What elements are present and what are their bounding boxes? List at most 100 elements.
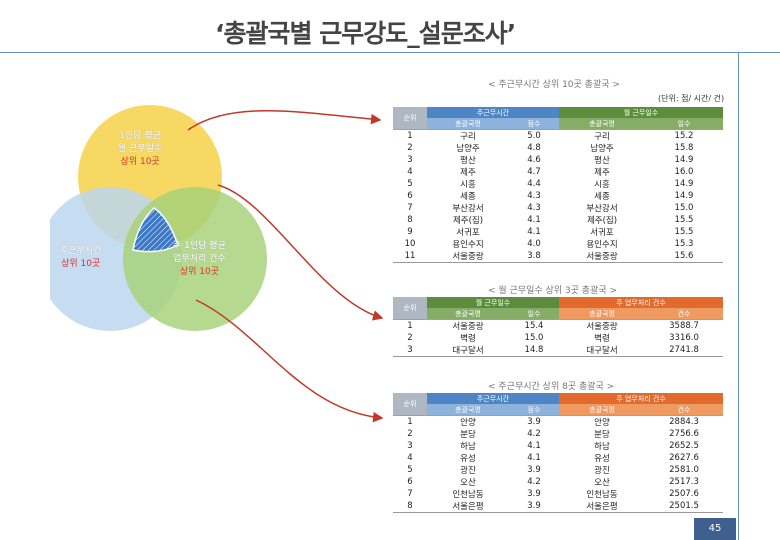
office-name-cell: 서울은평 [559,500,645,513]
office-name-cell: 남양주 [590,144,614,154]
office-name-cell: 서귀포 [590,228,614,238]
table-row: 7 부산강서 4.3 부산강서 15.0 [393,202,723,214]
table-row: 3 하남 4.1 하남 2652.5 [393,440,723,452]
table3-rank-header: 순위 [393,393,427,416]
venn-green-label: 주 1인당 평균 업무처리 건수 상위 10곳 [173,241,226,277]
value-cell: 14.9 [674,179,694,189]
office-name-cell: 제주(집) [586,216,618,226]
value-cell: 2741.8 [645,344,723,357]
table3-section-title: < 주근무시간 상위 8곳 총괄국 > [488,382,615,392]
arrow-to-table3 [195,299,384,423]
venn-yellow-label: 1인당 평균 월 근무일수 상위 10곳 [118,131,163,167]
value-cell: 15.4 [509,319,559,332]
value-cell: 2756.6 [669,429,699,439]
office-name-cell: 서울중랑 [427,319,509,332]
table-row: 8 서울은평 3.9 서울은평 2501.5 [393,500,723,513]
table2-group-a-header: 월 근무일수 [427,297,559,308]
table3-sub-a-0: 총괄국명 [427,404,509,416]
right-rule [738,52,739,540]
value-cell: 14.9 [674,155,694,165]
header-rule [0,52,780,53]
venn-center-intersection [132,207,179,253]
value-cell: 4.2 [527,429,541,439]
office-name-cell: 세종 [594,192,610,202]
value-cell: 15.5 [674,227,694,237]
rank-cell: 3 [407,155,413,165]
office-name-cell: 세종 [460,192,476,202]
table-row: 5 시흥 4.4 시흥 14.9 [393,178,723,190]
office-name-cell: 하남 [460,442,476,452]
value-cell: 3.9 [527,489,541,499]
value-cell: 3588.7 [645,319,723,332]
office-name-cell: 남양주 [456,144,480,154]
value-cell: 15.6 [645,250,723,263]
office-name-cell: 대구달서 [559,344,645,357]
table-row: 6 오산 4.2 오산 2517.3 [393,476,723,488]
rank-cell: 2 [407,333,413,343]
value-cell: 16.0 [674,167,694,177]
office-name-cell: 하남 [594,442,610,452]
table2-sub-a-0: 총괄국명 [427,308,509,320]
rank-cell: 3 [407,441,413,451]
office-name-cell: 평산 [460,156,476,166]
table3-sub-b-1: 건수 [645,404,723,416]
office-name-cell: 인천남동 [586,490,618,500]
rank-cell: 7 [407,203,413,213]
rank-cell: 2 [407,429,413,439]
arrow-to-table2 [217,184,384,321]
table1-section-title: < 주근무시간 상위 10곳 총괄국 > [488,80,620,90]
rank-cell: 4 [407,167,413,177]
office-name-cell: 서울중랑 [559,319,645,332]
table-weekly-cases: 순위 주근무시간 주 업무처리 건수 총괄국명 점수 총괄국명 건수 1 안양 3.… [393,393,723,513]
office-name-cell: 오산 [594,478,610,488]
rank-cell: 1 [393,319,427,332]
office-name-cell: 안양 [427,415,509,428]
rank-cell: 8 [393,500,427,513]
table-row: 1 서울중랑 15.4 서울중랑 3588.7 [393,319,723,332]
value-cell: 14.8 [509,344,559,357]
table-row: 11 서울중랑 3.8 서울중랑 15.6 [393,250,723,263]
office-name-cell: 제주 [594,168,610,178]
unit-label: (단위: 점/ 시간/ 건) [658,94,725,103]
arrow-to-table1 [187,110,382,131]
rank-cell: 1 [393,415,427,428]
office-name-cell: 분당 [460,430,476,440]
value-cell: 2884.3 [645,415,723,428]
table2-rank-header: 순위 [393,297,427,320]
office-name-cell: 부산강서 [586,204,618,214]
table1-group-a-header: 주근무시간 [427,107,559,118]
table-row: 7 인천남동 3.9 인천남동 2507.6 [393,488,723,500]
table1-sub-a-0: 총괄국명 [427,118,509,130]
table-row: 1 안양 3.9 안양 2884.3 [393,415,723,428]
table2-group-b-header: 주 업무처리 건수 [559,297,723,308]
office-name-cell: 평산 [594,156,610,166]
value-cell: 2581.0 [669,465,699,475]
value-cell: 15.0 [524,333,544,343]
rank-cell: 10 [404,239,416,249]
value-cell: 15.0 [674,203,694,213]
rank-cell: 4 [407,453,413,463]
office-name-cell: 서울은평 [427,500,509,513]
table3-group-b-header: 주 업무처리 건수 [559,393,723,404]
office-name-cell: 서귀포 [456,228,480,238]
table-row: 4 유성 4.1 유성 2627.6 [393,452,723,464]
table-row: 5 광진 3.9 광진 2581.0 [393,464,723,476]
value-cell: 3.8 [509,250,559,263]
office-name-cell: 용인수지 [452,240,484,250]
rank-cell: 5 [407,465,413,475]
office-name-cell: 구리 [559,129,645,142]
value-cell: 4.0 [527,239,541,249]
table-row: 2 남양주 4.8 남양주 15.8 [393,142,723,154]
value-cell: 4.1 [527,453,541,463]
venn-blue-label: 주근무시간 상위 10곳 [60,246,102,269]
table1-rank-header: 순위 [393,107,427,130]
value-cell: 4.3 [527,203,541,213]
office-name-cell: 구리 [427,129,509,142]
table-row: 4 제주 4.7 제주 16.0 [393,166,723,178]
value-cell: 4.3 [527,191,541,201]
office-name-cell: 시흥 [594,180,610,190]
rank-cell: 7 [407,489,413,499]
table1-group-b-header: 월 근무일수 [559,107,723,118]
office-name-cell: 제주 [460,168,476,178]
